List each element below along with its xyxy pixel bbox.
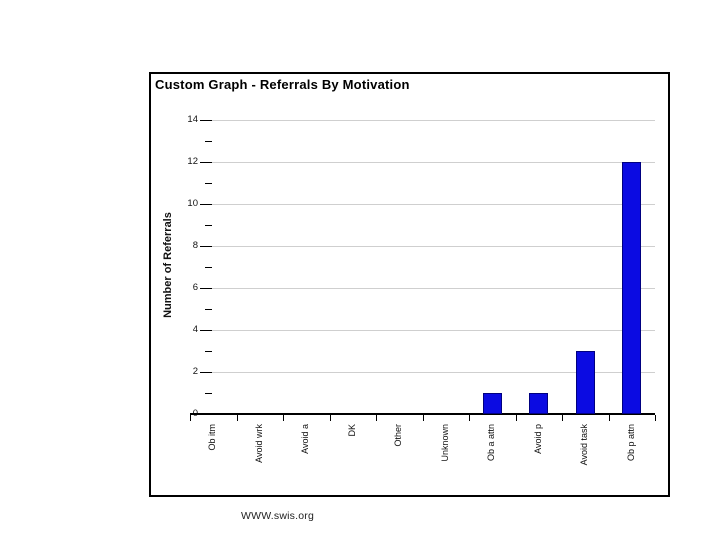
y-tick-minor	[205, 183, 212, 184]
y-tick-minor	[205, 393, 212, 394]
y-tick-label: 2	[192, 366, 198, 377]
bar-ob-a-attn	[482, 393, 502, 414]
x-category-label: DK	[346, 424, 357, 437]
y-tick-minor	[205, 309, 212, 310]
x-tick	[515, 415, 517, 421]
y-tick-major	[200, 162, 212, 163]
bar-avoid-p	[529, 393, 549, 414]
bar-avoid-task	[575, 351, 595, 414]
y-gridline	[212, 246, 655, 247]
y-tick-label: 8	[192, 240, 198, 251]
y-tick-major	[200, 246, 212, 247]
x-tick	[236, 415, 238, 421]
y-tick-major	[200, 204, 212, 205]
x-category-label: Avoid p	[532, 424, 543, 454]
x-category-label: Unknown	[439, 424, 450, 462]
y-tick-label: 10	[187, 198, 198, 209]
x-category-label: Other	[393, 424, 404, 447]
y-tick-major	[200, 330, 212, 331]
x-tick	[608, 415, 610, 421]
y-gridline	[212, 288, 655, 289]
chart-title: Custom Graph - Referrals By Motivation	[155, 77, 410, 92]
y-tick-label: 12	[187, 156, 198, 167]
x-tick	[655, 415, 656, 421]
x-tick	[329, 415, 331, 421]
y-gridline	[212, 330, 655, 331]
x-category-label: Avoid wrk	[253, 424, 264, 463]
y-tick-major	[200, 372, 212, 373]
y-tick-label: 6	[192, 282, 198, 293]
x-tick	[283, 415, 284, 421]
y-tick-major	[200, 120, 212, 121]
y-gridline	[212, 120, 655, 121]
x-tick	[562, 415, 563, 421]
x-category-label: Ob itm	[207, 424, 218, 451]
y-tick-minor	[205, 267, 212, 268]
y-gridline	[212, 162, 655, 163]
x-tick	[469, 415, 470, 421]
y-axis-label: Number of Referrals	[162, 212, 174, 318]
footer-url-text: WWW.swis.org	[241, 510, 314, 522]
y-gridline	[212, 204, 655, 205]
y-gridline	[212, 372, 655, 373]
x-axis-line	[190, 413, 655, 415]
x-tick	[376, 415, 377, 421]
y-tick-minor	[205, 225, 212, 226]
y-tick-label: 4	[192, 324, 198, 335]
y-tick-major	[200, 288, 212, 289]
x-tick	[190, 415, 191, 421]
x-category-label: Avoid task	[579, 424, 590, 466]
y-tick-minor	[205, 351, 212, 352]
chart-panel: Custom Graph - Referrals By Motivation N…	[149, 72, 670, 497]
x-category-label: Ob a attn	[486, 424, 497, 462]
y-tick-label: 14	[187, 114, 198, 125]
x-tick	[422, 415, 424, 421]
y-tick-minor	[205, 141, 212, 142]
bar-ob-p-attn	[622, 162, 642, 414]
x-category-label: Avoid a	[300, 424, 311, 454]
x-category-label: Ob p attn	[625, 424, 636, 462]
